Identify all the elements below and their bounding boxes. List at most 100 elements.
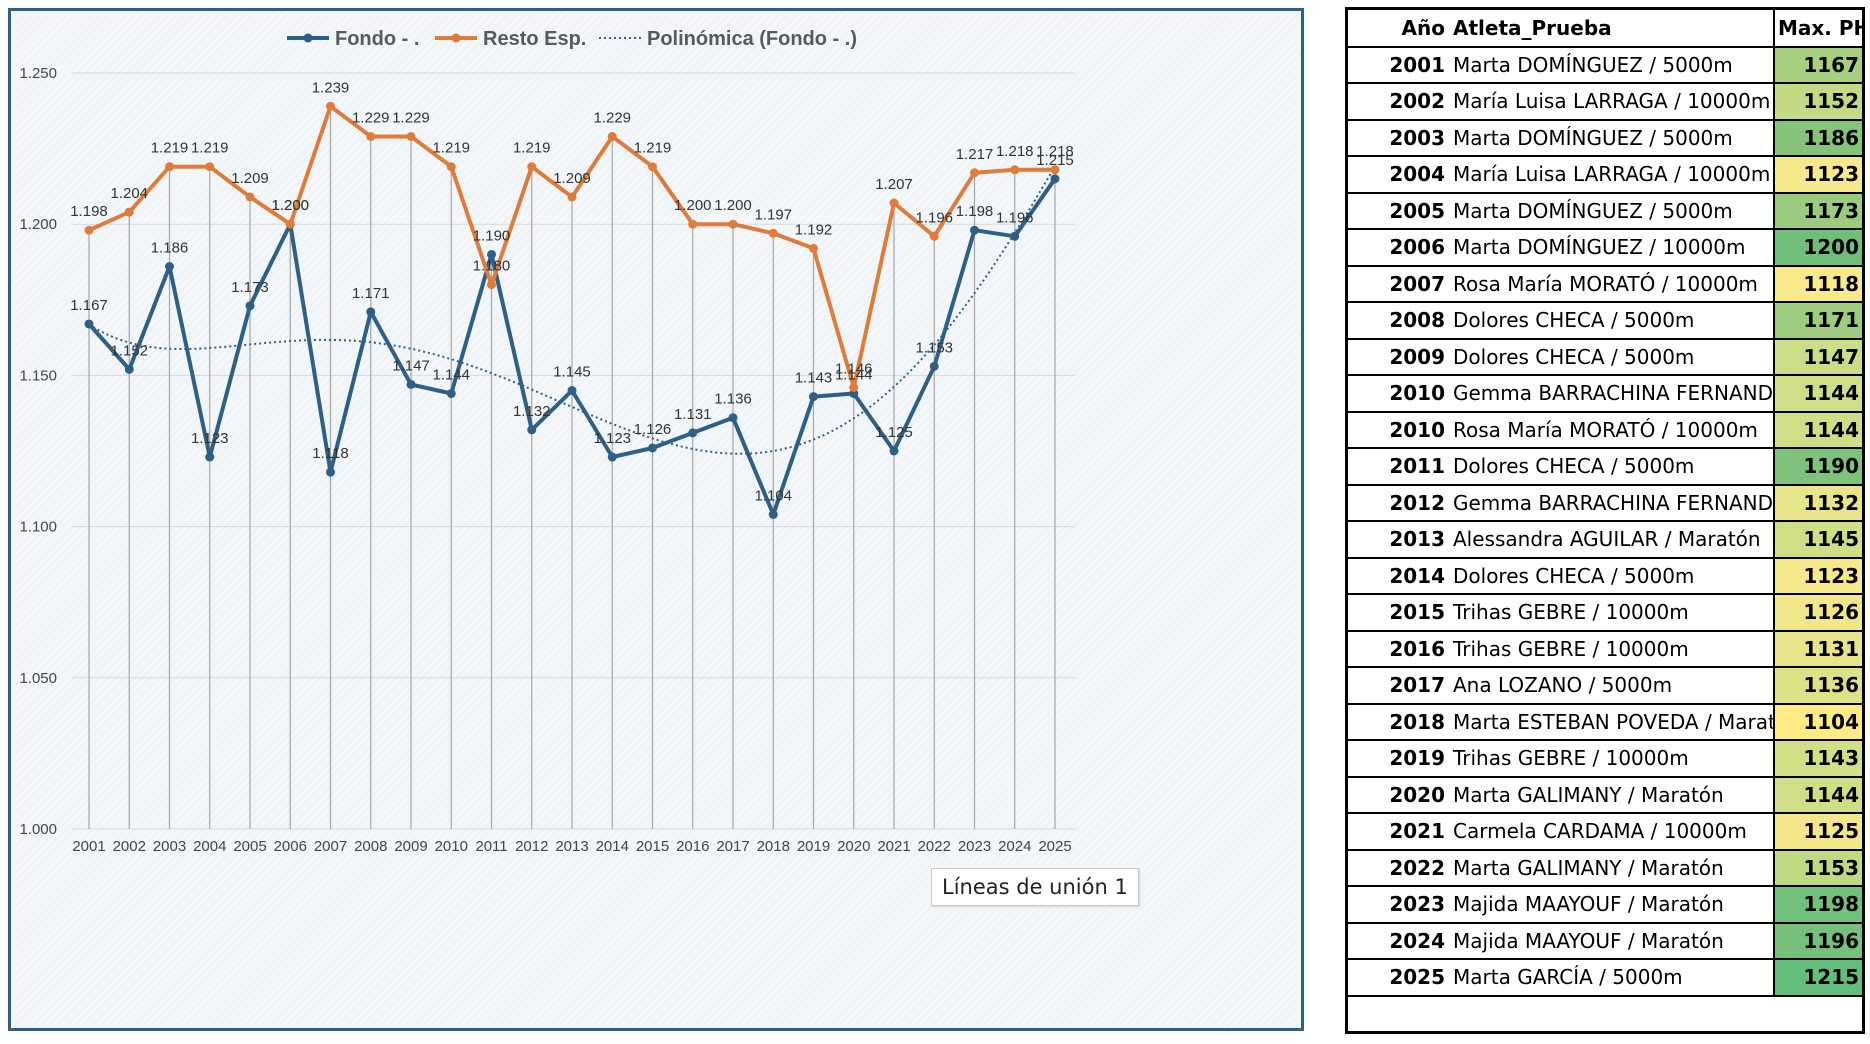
cell-max-ph: 1144	[1773, 411, 1862, 449]
data-label: 1.173	[231, 279, 269, 296]
series-point	[205, 162, 215, 172]
table-row: 2020 Marta GALIMANY / Maratón 1144	[1348, 776, 1862, 814]
table-row: 2011 Dolores CHECA / 5000m 1190	[1348, 448, 1862, 486]
cell-max-ph: 1104	[1773, 703, 1862, 741]
data-label: 1.153	[915, 339, 953, 356]
series-point	[446, 389, 456, 399]
x-tick-label: 2009	[394, 838, 427, 855]
table-row: 2013 Alessandra AGUILAR / Maratón 1145	[1348, 521, 1862, 559]
cell-max-ph: 1132	[1773, 484, 1862, 522]
series-point	[809, 243, 818, 253]
cell-max-ph: 1190	[1773, 448, 1862, 486]
series-point	[809, 392, 818, 402]
cell-year: 2005	[1348, 192, 1448, 230]
legend[interactable]: Fondo - . Resto Esp. Polinómica (Fondo - .…	[287, 28, 857, 50]
series-point	[768, 228, 778, 238]
table-row: 2022 Marta GALIMANY / Maratón 1153	[1348, 849, 1862, 887]
data-label: 1.229	[593, 110, 631, 127]
series-point	[245, 301, 255, 311]
cell-max-ph: 1167	[1773, 46, 1862, 84]
data-label: 1.219	[513, 140, 551, 157]
cell-athlete: Marta GALIMANY / Maratón	[1448, 849, 1774, 887]
data-label: 1.218	[1036, 143, 1074, 160]
series-point	[165, 262, 174, 272]
cell-athlete: Marta GALIMANY / Maratón	[1448, 776, 1774, 814]
table-row: 2021 Carmela CARDAMA / 10000m 1125	[1348, 813, 1862, 851]
cell-max-ph: 1147	[1773, 338, 1862, 376]
y-tick-label: 1.150	[19, 367, 57, 384]
legend-item[interactable]: Fondo - .	[287, 28, 419, 50]
legend-marker	[451, 33, 461, 43]
series-point	[607, 452, 617, 462]
cell-max-ph: 1173	[1773, 192, 1862, 230]
x-tick-label: 2004	[193, 838, 226, 855]
cell-year: 2018	[1348, 703, 1448, 741]
cell-athlete: Dolores CHECA / 5000m	[1448, 448, 1774, 486]
data-label: 1.145	[553, 364, 591, 381]
data-label: 1.192	[795, 221, 833, 238]
cell-athlete: Dolores CHECA / 5000m	[1448, 302, 1774, 340]
table-row: 2001 Marta DOMÍNGUEZ / 5000m 1167	[1348, 46, 1862, 84]
header-max-ph[interactable]: Max. PH	[1773, 10, 1862, 48]
trendline	[88, 165, 1056, 455]
series-point	[889, 446, 899, 456]
x-tick-label: 2016	[676, 838, 709, 855]
data-label: 1.196	[996, 209, 1034, 226]
series-point	[889, 198, 899, 208]
series-point	[970, 168, 979, 178]
series-point	[567, 192, 577, 202]
cell-year: 2016	[1348, 630, 1448, 668]
data-label: 1.219	[191, 140, 229, 157]
series-point	[688, 428, 698, 438]
table-row: 2024 Majida MAAYOUF / Maratón 1196	[1348, 922, 1862, 960]
cell-year: 2019	[1348, 740, 1448, 778]
table-row: 2014 Dolores CHECA / 5000m 1123	[1348, 557, 1862, 595]
series-point	[326, 467, 335, 477]
data-label: 1.125	[875, 424, 913, 441]
legend-item[interactable]: Polinómica (Fondo - .)	[599, 28, 857, 50]
data-label: 1.180	[473, 258, 511, 275]
table-row: 2017 Ana LOZANO / 5000m 1136	[1348, 667, 1862, 705]
cell-max-ph: 1152	[1773, 83, 1862, 121]
cell-max-ph: 1171	[1773, 302, 1862, 340]
table-row: 2004 María Luisa LARRAGA / 10000m 1123	[1348, 156, 1862, 194]
data-label: 1.171	[352, 285, 390, 302]
cell-year: 2011	[1348, 448, 1448, 486]
data-labels: 1.167 1.152 1.186 1.123 1.173 1.200 1.118 1.171…	[70, 79, 1074, 504]
data-label: 1.209	[231, 170, 269, 187]
data-label: 1.200	[674, 197, 712, 214]
legend-item[interactable]: Resto Esp.	[435, 28, 586, 50]
data-label: 1.200	[271, 197, 309, 214]
cell-max-ph: 1196	[1773, 922, 1862, 960]
cell-max-ph: 1123	[1773, 156, 1862, 194]
cell-max-ph: 1215	[1773, 959, 1862, 997]
legend-marker	[303, 33, 313, 43]
series-point	[929, 231, 939, 241]
table-row: 2009 Dolores CHECA / 5000m 1147	[1348, 338, 1862, 376]
cell-athlete: Gemma BARRACHINA FERNANDEZ	[1448, 484, 1774, 522]
series-point	[728, 219, 738, 229]
trendline-layer	[88, 165, 1056, 455]
series-point	[366, 132, 376, 142]
x-tick-label: 2020	[837, 838, 870, 855]
data-label: 1.123	[191, 430, 229, 447]
data-label: 1.144	[835, 367, 873, 384]
cell-year: 2001	[1348, 46, 1448, 84]
header-athlete[interactable]: Atleta_Prueba	[1448, 10, 1774, 48]
table-row: 2019 Trihas GEBRE / 10000m 1143	[1348, 740, 1862, 778]
x-tick-label: 2014	[596, 838, 629, 855]
cell-athlete: Trihas GEBRE / 10000m	[1448, 740, 1774, 778]
series-point	[84, 225, 94, 235]
data-label: 1.126	[634, 421, 672, 438]
data-label: 1.132	[513, 403, 551, 420]
cell-year: 2014	[1348, 557, 1448, 595]
table-row: 2010 Gemma BARRACHINA FERNANDEZ 1144	[1348, 375, 1862, 413]
cell-max-ph: 1118	[1773, 265, 1862, 303]
header-year[interactable]: Año	[1348, 10, 1448, 48]
cell-year: 2021	[1348, 813, 1448, 851]
x-tick-label: 2008	[354, 838, 387, 855]
cell-year: 2008	[1348, 302, 1448, 340]
series-point	[366, 307, 376, 317]
series-point	[165, 162, 174, 172]
cell-athlete: Alessandra AGUILAR / Maratón	[1448, 521, 1774, 559]
